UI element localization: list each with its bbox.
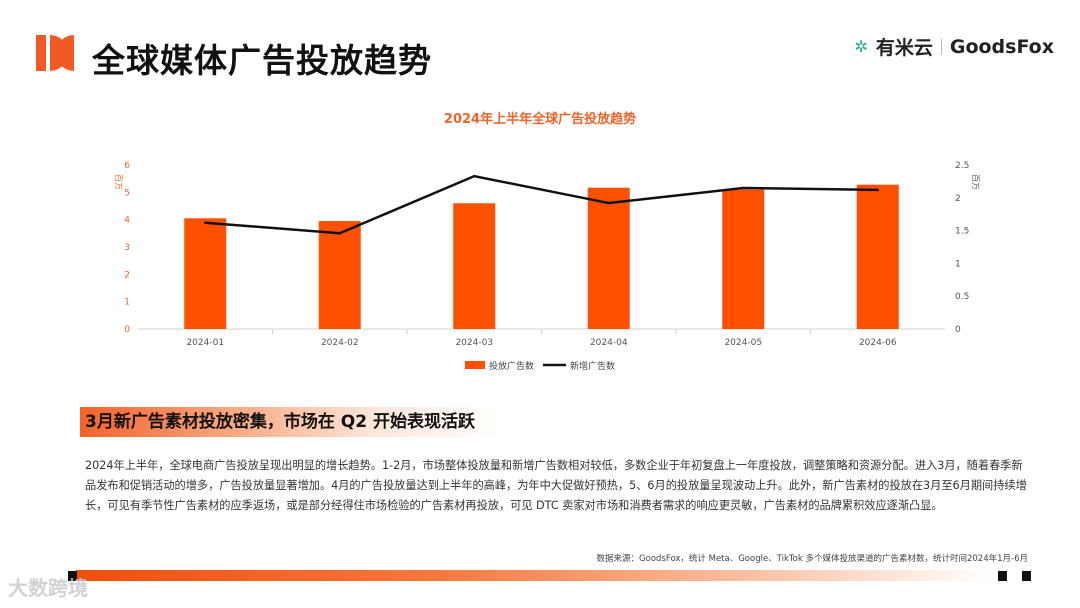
- footer-bar: [76, 570, 991, 581]
- line-point: [204, 221, 207, 224]
- bar: [184, 218, 227, 329]
- section-body: 2024年上半年，全球电商广告投放呈现出明显的增长趋势。1-2月，市场整体投放量…: [85, 459, 1027, 512]
- legend-bar-label: 投放广告数: [489, 360, 534, 372]
- y2-tick-label: 2: [955, 194, 961, 204]
- x-tick-label: 2024-05: [724, 338, 762, 348]
- x-tick-label: 2024-02: [321, 338, 359, 348]
- line-series: [205, 174, 878, 235]
- page-title: 全球媒体广告投放趋势: [92, 41, 432, 80]
- watermark: 大数跨境: [8, 576, 88, 600]
- line-point: [876, 188, 879, 192]
- y2-tick-label: 1.5: [955, 227, 969, 237]
- y2-tick-label: 1: [955, 259, 961, 269]
- line-point: [607, 201, 610, 205]
- y2-axis-label: 百万: [971, 174, 980, 190]
- divider: [940, 38, 942, 55]
- legend-bar-swatch: [465, 361, 485, 369]
- line-point: [473, 174, 476, 178]
- y-tick-label: 1: [124, 298, 130, 308]
- x-tick-label: 2024-04: [590, 338, 628, 348]
- section-heading: 3月新广告素材投放密集，市场在 Q2 开始表现活跃: [80, 407, 500, 437]
- chart-title: 2024年上半年全球广告投放趋势: [443, 112, 637, 127]
- x-tick-label: 2024-01: [186, 338, 224, 348]
- data-source: 数据来源：GoodsFox，统计 Meta、Google、TikTok 多个媒体…: [596, 554, 1029, 564]
- y2-tick-label: 0: [955, 325, 961, 335]
- y-tick-label: 0: [124, 325, 130, 335]
- brand-logo-icon: [36, 35, 74, 71]
- line-point: [338, 232, 341, 235]
- footer-square: [998, 571, 1007, 581]
- line-point: [742, 186, 745, 190]
- y-axis-label: 百万: [114, 174, 123, 190]
- youmi-logo-icon: ✲: [854, 37, 868, 56]
- y-tick-label: 6: [124, 161, 130, 171]
- brand-logos: ✲ 有米云 GoodsFox: [854, 33, 1054, 60]
- footer-square: [1022, 571, 1031, 581]
- x-tick-label: 2024-06: [859, 338, 897, 348]
- y2-tick-label: 2.5: [955, 161, 969, 171]
- y-tick-label: 2: [124, 270, 130, 280]
- y-tick-label: 3: [124, 243, 130, 253]
- x-tick-label: 2024-03: [455, 338, 493, 348]
- brand-left: 有米云: [875, 37, 933, 59]
- bar: [856, 184, 899, 329]
- y2-tick-label: 0.5: [955, 292, 969, 302]
- footer-square: [68, 571, 77, 581]
- bar: [587, 187, 630, 329]
- bar: [453, 203, 496, 329]
- bar: [318, 221, 361, 329]
- brand-right: GoodsFox: [949, 35, 1054, 58]
- y-tick-label: 5: [124, 188, 130, 198]
- y-tick-label: 4: [124, 216, 130, 226]
- legend-line-label: 新增广告数: [570, 360, 615, 372]
- bar: [722, 189, 765, 329]
